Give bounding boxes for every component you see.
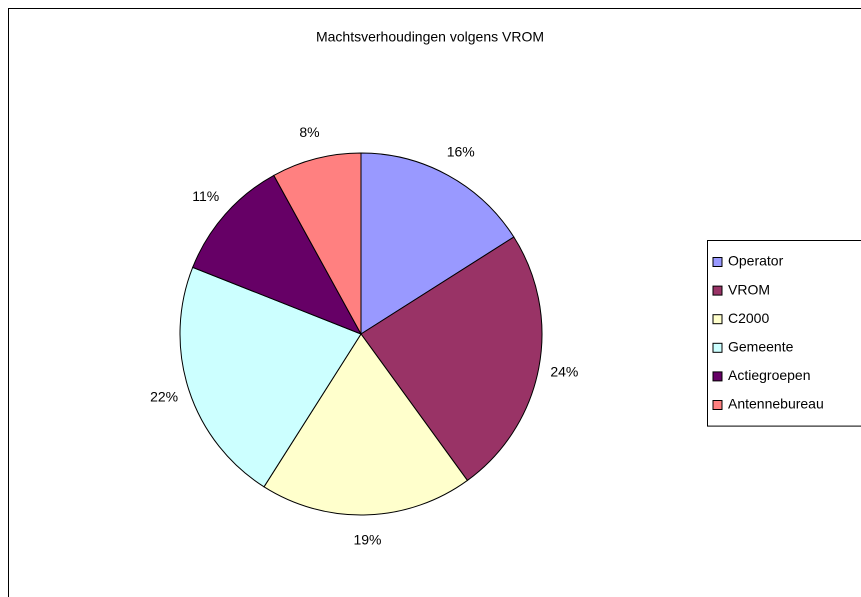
legend-swatch: [712, 285, 723, 296]
chart-title: Machtsverhoudingen volgens VROM: [316, 29, 544, 45]
legend-label: Gemeente: [728, 339, 794, 355]
legend-label: C2000: [728, 310, 769, 326]
data-label: 24%: [550, 363, 578, 379]
data-label: 8%: [299, 124, 319, 140]
legend-swatch: [712, 400, 723, 410]
legend-swatch: [712, 342, 723, 353]
legend-label: Antennebureau: [728, 396, 824, 412]
legend-swatch: [712, 257, 723, 267]
data-label: 19%: [353, 532, 381, 548]
legend-label: Actiegroepen: [728, 367, 811, 383]
pie-slice: [360, 152, 515, 335]
legend-label: VROM: [728, 281, 770, 297]
legend-label: Operator: [728, 253, 784, 269]
legend-swatch: [712, 314, 723, 325]
legend-swatch: [712, 371, 723, 382]
data-label: 16%: [447, 143, 475, 159]
data-label: 11%: [192, 188, 219, 204]
data-label: 22%: [150, 389, 178, 405]
pie-slice: [263, 333, 469, 516]
legend-box: [707, 240, 861, 427]
pie-slice: [360, 236, 543, 482]
pie-slice: [192, 174, 363, 335]
pie-slice: [179, 266, 362, 488]
pie-slice: [273, 152, 362, 335]
